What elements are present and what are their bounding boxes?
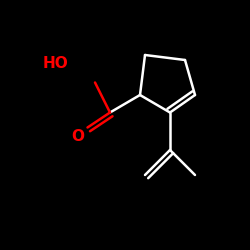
Text: O: O <box>71 129 84 144</box>
Text: HO: HO <box>42 56 68 71</box>
